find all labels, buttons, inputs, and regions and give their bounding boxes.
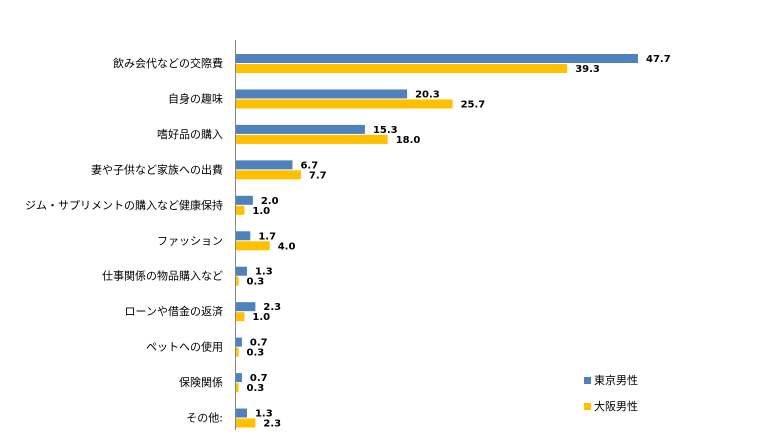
- data-label: 0.7: [250, 338, 268, 349]
- data-label: 1.3: [255, 267, 273, 278]
- category-label: ジム・サプリメントの購入など健康保持: [25, 198, 223, 212]
- bars-group: [236, 54, 638, 428]
- bar: [236, 408, 247, 418]
- bar: [236, 89, 408, 99]
- data-label: 2.3: [263, 302, 281, 313]
- legend-label: 東京男性: [594, 373, 638, 387]
- data-label: 2.3: [263, 419, 281, 430]
- bar: [236, 64, 568, 73]
- bar: [236, 347, 239, 357]
- data-label: 0.7: [250, 373, 268, 384]
- bar: [236, 266, 247, 276]
- value-labels-group: 47.739.320.325.715.318.06.77.72.01.01.74…: [247, 54, 671, 430]
- bar: [236, 312, 245, 322]
- data-label: 2.0: [261, 196, 279, 207]
- data-label: 4.0: [278, 241, 296, 252]
- data-label: 0.3: [247, 383, 265, 394]
- data-label: 15.3: [373, 125, 398, 136]
- data-label: 1.0: [252, 312, 270, 323]
- data-label: 20.3: [415, 89, 440, 100]
- data-label: 0.3: [247, 348, 265, 359]
- bar: [236, 373, 242, 383]
- bar: [236, 241, 270, 251]
- data-label: 25.7: [461, 99, 486, 110]
- category-label: ファッション: [157, 234, 223, 247]
- data-label: 47.7: [646, 54, 671, 65]
- bar: [236, 205, 245, 215]
- bar: [236, 302, 256, 312]
- category-label: ペットへの使用: [146, 341, 223, 354]
- data-label: 0.3: [247, 277, 265, 288]
- data-label: 7.7: [309, 170, 327, 181]
- data-label: 1.7: [258, 231, 276, 242]
- legend-label: 大阪男性: [594, 399, 638, 413]
- bar: [236, 99, 453, 109]
- bar: [236, 124, 365, 134]
- bar: [236, 276, 239, 286]
- data-label: 1.3: [255, 409, 273, 420]
- bar: [236, 160, 293, 170]
- category-label: 妻や子供など家族への出費: [91, 162, 223, 176]
- bar: [236, 383, 239, 393]
- data-label: 6.7: [300, 160, 318, 171]
- bar: [236, 54, 638, 63]
- category-labels-group: 飲み会代などの交際費自身の趣味嗜好品の購入妻や子供など家族への出費ジム・サプリメ…: [25, 56, 223, 425]
- legend-swatch: [584, 403, 591, 410]
- data-label: 39.3: [575, 64, 600, 75]
- category-label: 保険関係: [179, 375, 223, 389]
- category-label: 仕事関係の物品購入など: [102, 269, 223, 283]
- category-label: その他:: [186, 412, 223, 425]
- category-label: ローンや借金の返済: [125, 304, 223, 318]
- data-label: 1.0: [252, 206, 270, 217]
- data-label: 18.0: [396, 135, 421, 146]
- bar: [236, 337, 242, 347]
- category-label: 自身の趣味: [168, 91, 223, 105]
- bar: [236, 134, 388, 144]
- bar: [236, 195, 253, 205]
- category-label: 嗜好品の購入: [157, 127, 223, 141]
- bar: [236, 418, 256, 428]
- bar: [236, 170, 301, 180]
- bar: [236, 231, 251, 241]
- category-label: 飲み会代などの交際費: [113, 56, 223, 70]
- legend-swatch: [584, 377, 591, 384]
